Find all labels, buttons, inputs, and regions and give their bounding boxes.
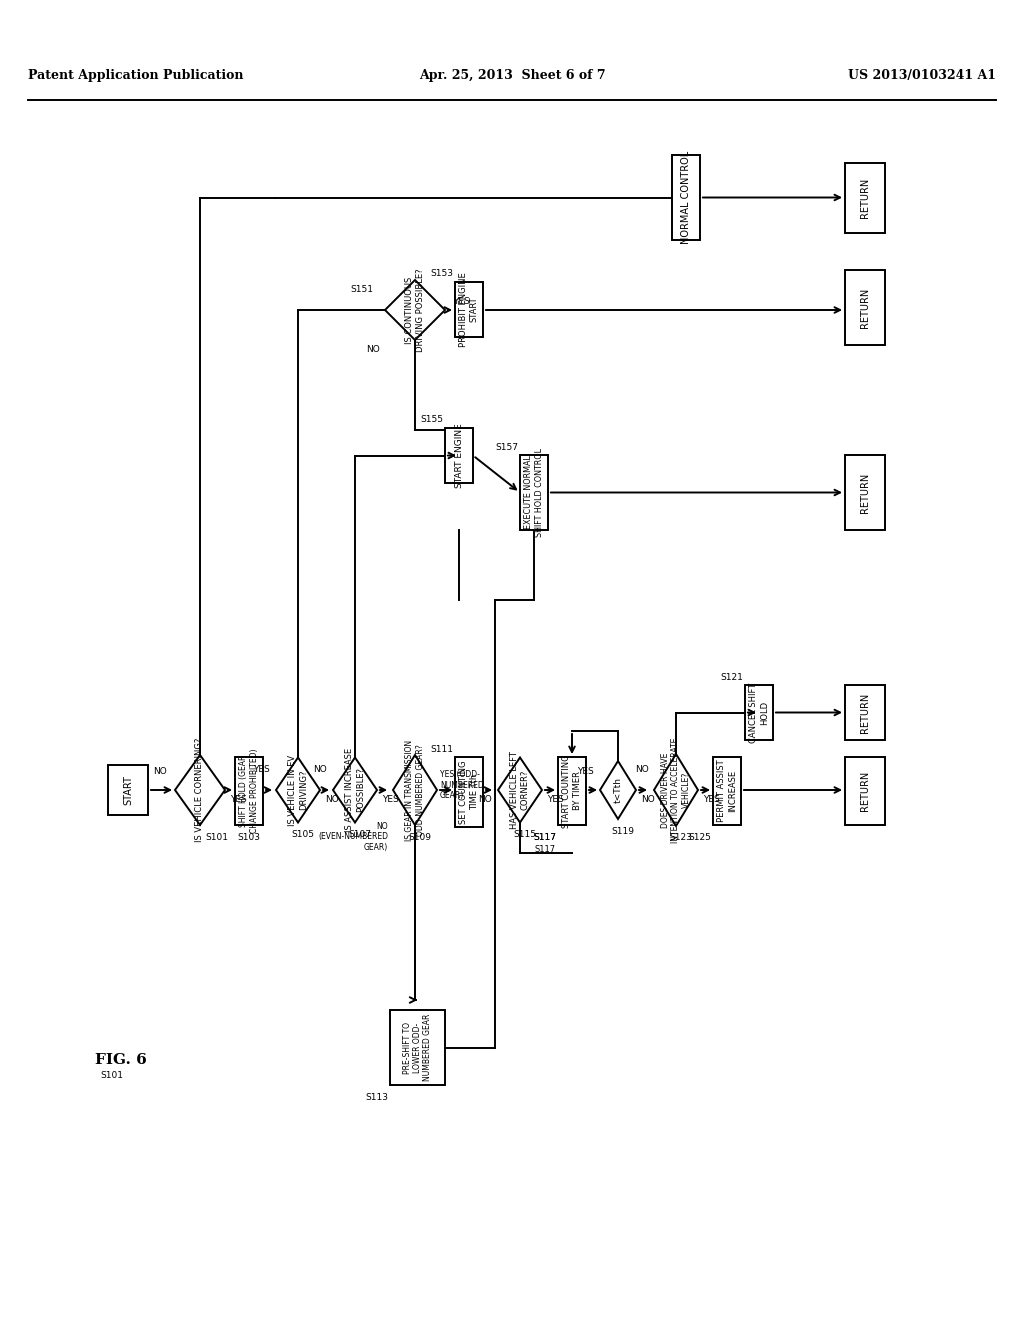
Text: S113: S113: [365, 1093, 388, 1101]
Text: IS ASSIST INCREASE
POSSIBLE?: IS ASSIST INCREASE POSSIBLE?: [345, 748, 365, 832]
Text: IS GEAR IN TRANSMISSION
ODD-NUMBERED GEAR?: IS GEAR IN TRANSMISSION ODD-NUMBERED GEA…: [406, 739, 425, 841]
Bar: [672, 154, 700, 240]
Text: S107: S107: [348, 830, 372, 840]
Bar: [390, 1010, 445, 1085]
Bar: [558, 756, 586, 825]
Polygon shape: [276, 758, 319, 822]
Bar: [455, 282, 483, 337]
Text: YES (ODD-
NUMBERED
GEAR): YES (ODD- NUMBERED GEAR): [440, 770, 483, 800]
Bar: [520, 455, 548, 531]
Text: S157: S157: [495, 442, 518, 451]
Text: YES: YES: [578, 767, 594, 776]
Text: START ENGINE: START ENGINE: [455, 424, 464, 488]
Text: NORMAL CONTROL: NORMAL CONTROL: [681, 150, 691, 244]
Text: Patent Application Publication: Patent Application Publication: [28, 69, 244, 82]
Text: NO: NO: [478, 796, 492, 804]
Text: PERMIT ASSIST
INCREASE: PERMIT ASSIST INCREASE: [717, 760, 736, 822]
Text: S121: S121: [720, 672, 743, 681]
Bar: [845, 685, 885, 741]
Text: PROHIBIT ENGINE
START: PROHIBIT ENGINE START: [460, 272, 478, 347]
Text: YES: YES: [547, 796, 564, 804]
Text: S109: S109: [409, 833, 431, 842]
Text: CANCEL SHIFT
HOLD: CANCEL SHIFT HOLD: [750, 682, 769, 743]
Text: t<Tth: t<Tth: [613, 777, 623, 803]
Bar: [455, 756, 483, 828]
Text: S117: S117: [534, 833, 556, 842]
Text: S123: S123: [670, 833, 692, 842]
Text: Apr. 25, 2013  Sheet 6 of 7: Apr. 25, 2013 Sheet 6 of 7: [419, 69, 605, 82]
Text: YES: YES: [230, 796, 247, 804]
Bar: [108, 766, 148, 814]
Text: YES: YES: [453, 297, 470, 306]
Text: NO: NO: [313, 766, 327, 775]
Text: S153: S153: [430, 269, 453, 279]
Text: FIG. 6: FIG. 6: [95, 1053, 146, 1067]
Text: YES: YES: [703, 796, 720, 804]
Bar: [234, 756, 263, 825]
Text: S101: S101: [100, 1071, 123, 1080]
Text: S119: S119: [611, 826, 635, 836]
Polygon shape: [654, 754, 698, 826]
Text: YES: YES: [253, 766, 270, 775]
Text: S125: S125: [688, 833, 711, 842]
Polygon shape: [600, 762, 636, 818]
Text: S155: S155: [420, 416, 443, 425]
Polygon shape: [393, 755, 437, 825]
Text: US 2013/0103241 A1: US 2013/0103241 A1: [848, 69, 996, 82]
Polygon shape: [333, 758, 377, 822]
Text: S117: S117: [534, 833, 556, 842]
Bar: [713, 756, 741, 825]
Text: S103: S103: [238, 833, 260, 842]
Text: IS VEHICLE IN EV
DRIVING?: IS VEHICLE IN EV DRIVING?: [289, 755, 307, 825]
Polygon shape: [175, 755, 225, 825]
Text: IS VEHICLE CORNERING?: IS VEHICLE CORNERING?: [196, 738, 205, 842]
Text: NO: NO: [367, 346, 380, 355]
Text: NO
(EVEN-NUMBERED
GEAR): NO (EVEN-NUMBERED GEAR): [318, 822, 388, 851]
Polygon shape: [498, 758, 542, 822]
Bar: [845, 455, 885, 531]
Polygon shape: [385, 280, 445, 341]
Bar: [745, 685, 773, 741]
Text: START: START: [123, 775, 133, 805]
Text: S117: S117: [535, 846, 556, 854]
Text: HAS VEHICLE LEFT
CORNER?: HAS VEHICLE LEFT CORNER?: [510, 751, 529, 829]
Text: S111: S111: [430, 744, 453, 754]
Text: RETURN: RETURN: [860, 178, 870, 218]
Bar: [845, 162, 885, 234]
Text: YES: YES: [382, 796, 398, 804]
Text: NO: NO: [154, 767, 167, 776]
Text: RETURN: RETURN: [860, 473, 870, 512]
Bar: [845, 271, 885, 345]
Text: S105: S105: [292, 830, 314, 840]
Text: RETURN: RETURN: [860, 288, 870, 327]
Text: RETURN: RETURN: [860, 771, 870, 810]
Text: S101: S101: [205, 833, 228, 842]
Text: SET COUNTING
TIME Tth: SET COUNTING TIME Tth: [460, 760, 478, 824]
Text: SHIFT HOLD (GEAR
CHANGE PROHIBITED): SHIFT HOLD (GEAR CHANGE PROHIBITED): [240, 748, 259, 833]
Text: EXECUTE NORMAL
SHIFT HOLD CONTROL: EXECUTE NORMAL SHIFT HOLD CONTROL: [524, 447, 544, 537]
Text: NO: NO: [641, 796, 654, 804]
Text: RETURN: RETURN: [860, 693, 870, 733]
Text: DOES DRIVER HAVE
INTENTION TO ACCELERATE
VEHICLE?: DOES DRIVER HAVE INTENTION TO ACCELERATE…: [662, 738, 691, 842]
Text: IS CONTINUOUS
DRIVING POSSIBLE?: IS CONTINUOUS DRIVING POSSIBLE?: [406, 268, 425, 352]
Text: NO: NO: [325, 796, 339, 804]
Text: S151: S151: [350, 285, 373, 294]
Text: S115: S115: [513, 830, 537, 840]
Text: START COUNTING
BY TIMER: START COUNTING BY TIMER: [562, 754, 582, 828]
Bar: [445, 428, 473, 483]
Text: PRE-SHIFT TO
LOWER ODD-
NUMBERED GEAR: PRE-SHIFT TO LOWER ODD- NUMBERED GEAR: [402, 1014, 432, 1081]
Bar: [845, 756, 885, 825]
Text: NO: NO: [635, 766, 649, 775]
